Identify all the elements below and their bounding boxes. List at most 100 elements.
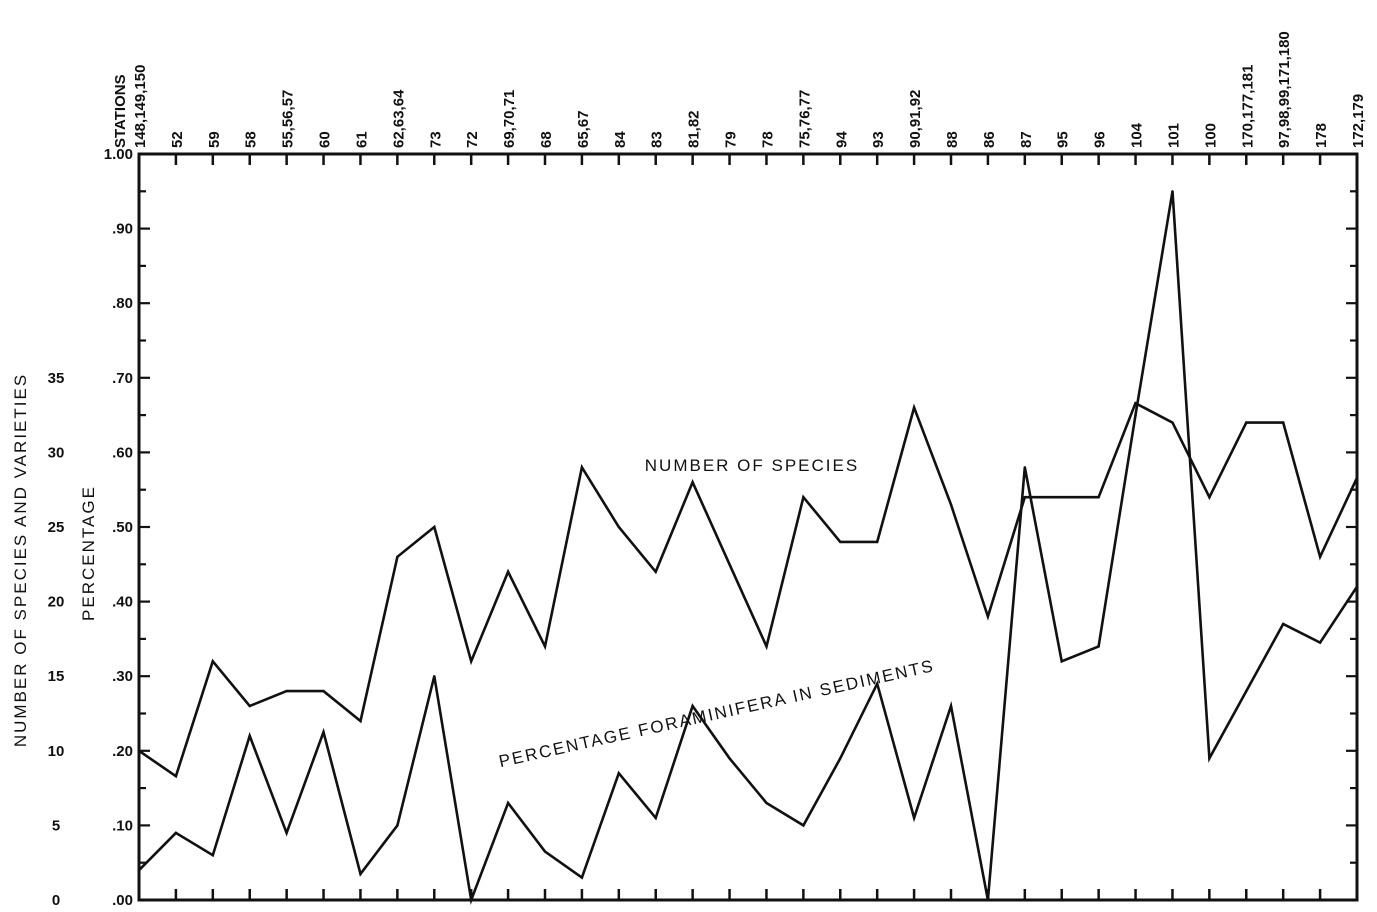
x-tick-label: 88 [944, 131, 961, 148]
series-label-species: NUMBER OF SPECIES [645, 456, 859, 475]
data-point-species [174, 774, 178, 778]
data-point-species [285, 689, 288, 693]
x-tick-label: 87 [1018, 131, 1035, 148]
x-tick-label: 90,91,92 [907, 90, 924, 148]
data-point-percentage [211, 854, 215, 857]
data-point-percentage [728, 757, 731, 760]
x-tick-label: 94 [833, 131, 850, 148]
data-point-percentage [654, 816, 657, 820]
series-label-percentage: PERCENTAGE FORAMINIFERA IN SEDIMENTS [497, 656, 936, 771]
x-tick-label: 69,70,71 [501, 90, 518, 148]
data-point-percentage [543, 850, 547, 853]
y-tick-label-percentage: .70 [112, 370, 133, 387]
x-tick-label: 95 [1055, 131, 1072, 148]
data-point-species [1355, 476, 1359, 479]
data-point-species [1245, 421, 1248, 424]
data-point-percentage [765, 801, 768, 805]
data-point-species [986, 615, 990, 618]
y-tick-label-percentage: .20 [112, 743, 133, 760]
series-line-species [138, 401, 1359, 779]
data-point-percentage [137, 868, 141, 872]
data-point-percentage [285, 831, 288, 835]
data-point-percentage [396, 824, 399, 827]
x-axis-title: STATIONS [112, 74, 129, 148]
y-tick-label-species: 30 [48, 444, 65, 461]
y-tick-label-percentage: .40 [112, 594, 133, 611]
data-point-species [839, 540, 842, 544]
x-tick-label: 170,177,181 [1239, 65, 1256, 148]
data-point-percentage [1060, 660, 1063, 663]
data-point-species [691, 481, 694, 484]
x-tick-label: 60 [317, 131, 334, 148]
x-tick-label: 100 [1202, 123, 1219, 148]
y-axis-title-percentage: PERCENTAGE [79, 485, 98, 621]
x-tick-label: 84 [612, 131, 629, 148]
y-tick-label-percentage: .10 [112, 817, 133, 834]
data-point-percentage [802, 824, 805, 827]
data-point-species [654, 570, 657, 573]
data-point-species [912, 406, 916, 409]
data-point-species [949, 503, 953, 506]
data-point-species [580, 466, 584, 469]
y-tick-label-percentage: .30 [112, 668, 133, 685]
data-point-species [1060, 495, 1063, 499]
x-tick-label: 78 [759, 131, 776, 148]
data-point-percentage [839, 757, 842, 760]
data-point-percentage [359, 872, 362, 876]
data-point-species [322, 689, 325, 693]
x-tick-label: 172,179 [1350, 94, 1367, 148]
y-tick-label-percentage: .60 [112, 444, 133, 461]
data-point-species [1097, 495, 1100, 499]
x-tick-label: 86 [981, 131, 998, 148]
data-point-species [1023, 495, 1027, 499]
data-point-species [617, 525, 621, 529]
x-tick-label: 58 [243, 131, 260, 148]
x-tick-label: 68 [538, 131, 555, 148]
y-tick-label-species: 15 [48, 668, 65, 685]
x-tick-label: 65,67 [575, 110, 592, 148]
series-line-percentage [138, 191, 1359, 905]
x-tick-label: 83 [649, 131, 666, 148]
x-tick-label: 96 [1092, 131, 1109, 148]
data-point-percentage [1171, 190, 1174, 193]
x-tick-label: 62,63,64 [390, 89, 407, 148]
x-tick-label: 52 [169, 131, 186, 148]
data-point-species [211, 660, 215, 663]
data-point-percentage [986, 898, 990, 902]
x-tick-label: 178 [1313, 123, 1330, 148]
x-tick-label: 101 [1165, 123, 1182, 148]
data-point-percentage [875, 682, 879, 685]
data-point-percentage [322, 730, 325, 734]
data-point-species [1171, 421, 1174, 424]
data-point-percentage [1281, 622, 1285, 626]
data-point-percentage [1208, 757, 1211, 760]
data-point-percentage [691, 704, 694, 708]
data-point-species [543, 645, 547, 648]
data-point-species [1208, 495, 1211, 499]
x-tick-label: 59 [206, 131, 223, 148]
data-point-percentage [248, 734, 251, 738]
x-tick-label: 61 [353, 131, 370, 148]
y-tick-label-percentage: .80 [112, 295, 133, 312]
x-tick-label: 55,56,57 [280, 90, 297, 148]
data-point-percentage [1097, 645, 1100, 648]
x-tick-label: 73 [427, 131, 444, 148]
data-point-percentage [580, 876, 584, 879]
data-point-species [765, 645, 768, 648]
data-point-percentage [949, 704, 953, 708]
y-tick-label-species: 35 [48, 370, 65, 387]
data-point-species [396, 555, 399, 559]
plot-frame [137, 152, 1359, 902]
x-tick-label: 75,76,77 [796, 90, 813, 148]
data-point-species [1281, 421, 1285, 424]
data-point-percentage [1355, 585, 1359, 588]
data-point-percentage [1245, 689, 1248, 693]
x-tick-label: 148,149,150 [132, 65, 149, 148]
y-tick-label-species: 20 [48, 594, 65, 611]
data-point-species [137, 749, 141, 752]
data-point-percentage [617, 771, 621, 775]
y-tick-label-species: 10 [48, 743, 65, 760]
data-point-species [506, 570, 510, 573]
x-tick-label: 79 [723, 131, 740, 148]
